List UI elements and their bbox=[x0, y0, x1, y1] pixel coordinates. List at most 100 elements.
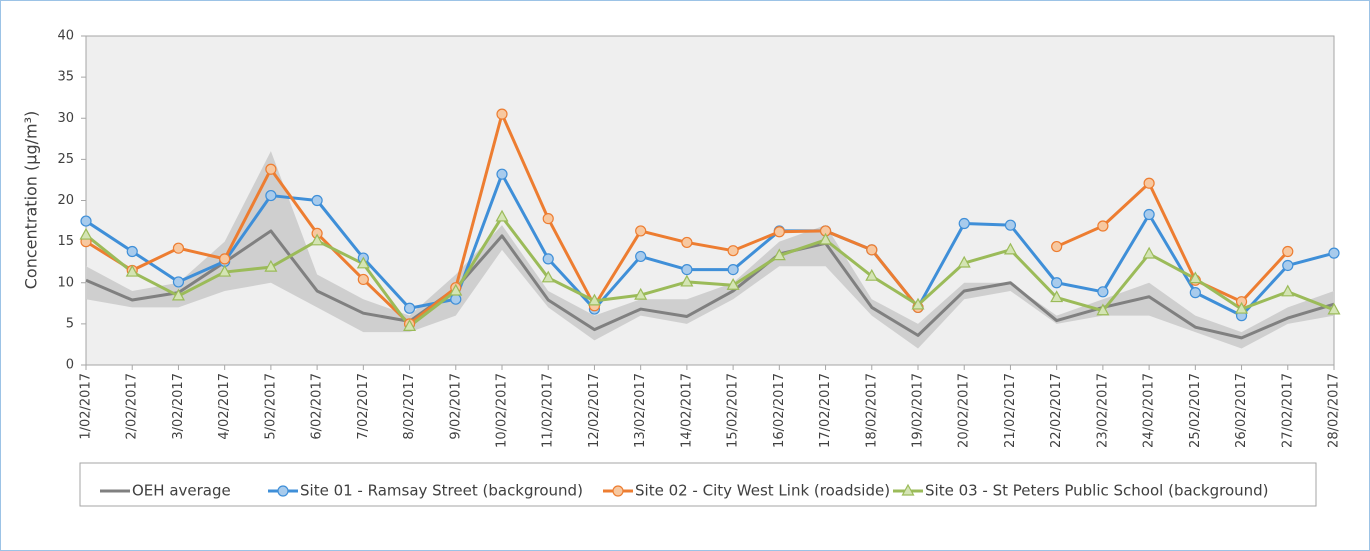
y-tick-label: 0 bbox=[66, 358, 74, 373]
data-point bbox=[680, 274, 694, 287]
x-tick-label: 28/02/2017 bbox=[1327, 373, 1342, 448]
data-point bbox=[866, 244, 878, 256]
data-point bbox=[1188, 271, 1202, 284]
data-point bbox=[495, 209, 509, 222]
data-point bbox=[218, 264, 232, 277]
data-point bbox=[1142, 246, 1156, 259]
x-tick-label: 1/02/2017 bbox=[79, 373, 94, 440]
x-tick-label: 11/02/2017 bbox=[541, 373, 556, 448]
x-tick-label: 21/02/2017 bbox=[1003, 373, 1018, 448]
x-tick-label: 9/02/2017 bbox=[448, 373, 463, 440]
x-tick-label: 8/02/2017 bbox=[402, 373, 417, 440]
range-band bbox=[86, 151, 1334, 349]
data-point bbox=[126, 245, 138, 258]
data-point bbox=[1097, 286, 1109, 298]
data-point bbox=[541, 270, 555, 283]
y-tick-label: 15 bbox=[57, 234, 74, 249]
legend-label: Site 02 - City West Link (roadside) bbox=[635, 482, 890, 500]
data-point bbox=[357, 273, 369, 286]
x-tick-label: 16/02/2017 bbox=[772, 373, 787, 448]
x-tick-label: 20/02/2017 bbox=[957, 373, 972, 448]
y-tick-label: 35 bbox=[57, 70, 74, 85]
data-point bbox=[311, 194, 323, 207]
series-line bbox=[85, 172, 1335, 318]
data-point bbox=[1281, 284, 1295, 297]
y-tick-label: 40 bbox=[57, 29, 74, 44]
data-point bbox=[634, 287, 648, 300]
data-point bbox=[1143, 177, 1155, 189]
x-tick-label: 14/02/2017 bbox=[679, 373, 694, 448]
data-point bbox=[1096, 303, 1110, 316]
x-tick-label: 17/02/2017 bbox=[818, 373, 833, 448]
data-point bbox=[1143, 208, 1155, 221]
x-tick-label: 10/02/2017 bbox=[495, 373, 510, 448]
data-point bbox=[265, 189, 277, 202]
data-point bbox=[172, 276, 185, 288]
data-point bbox=[587, 293, 601, 306]
x-tick-label: 23/02/2017 bbox=[1095, 373, 1110, 448]
y-tick-label: 10 bbox=[57, 275, 74, 290]
data-point bbox=[911, 297, 925, 310]
legend-marker bbox=[277, 485, 289, 497]
x-tick-label: 6/02/2017 bbox=[310, 373, 325, 440]
data-point bbox=[449, 283, 463, 296]
data-point bbox=[727, 245, 739, 257]
data-point bbox=[450, 293, 462, 305]
x-tick-label: 5/02/2017 bbox=[263, 373, 278, 440]
y-tick-label: 20 bbox=[57, 193, 74, 208]
legend-label: Site 01 - Ramsay Street (background) bbox=[300, 482, 583, 500]
y-tick-label: 25 bbox=[57, 152, 74, 167]
data-point bbox=[403, 319, 417, 331]
data-point bbox=[1328, 247, 1340, 259]
data-point bbox=[726, 277, 740, 290]
x-tick-label: 19/02/2017 bbox=[911, 373, 926, 448]
data-point bbox=[542, 253, 554, 265]
x-tick-label: 22/02/2017 bbox=[1049, 373, 1064, 448]
data-point bbox=[1051, 277, 1063, 289]
data-point bbox=[727, 263, 739, 276]
x-tick-label: 27/02/2017 bbox=[1280, 373, 1295, 448]
x-tick-label: 18/02/2017 bbox=[864, 373, 879, 448]
data-point bbox=[79, 227, 93, 240]
data-point bbox=[865, 268, 879, 281]
series-line bbox=[85, 229, 1335, 340]
data-point bbox=[80, 215, 92, 227]
data-point bbox=[635, 225, 647, 237]
data-point bbox=[542, 212, 554, 225]
x-tick-label: 4/02/2017 bbox=[217, 373, 232, 440]
y-tick-label: 30 bbox=[57, 111, 74, 126]
legend-marker bbox=[901, 483, 915, 496]
series-line bbox=[85, 215, 1335, 328]
legend-label: Site 03 - St Peters Public School (backg… bbox=[925, 482, 1269, 500]
data-point bbox=[1282, 259, 1294, 272]
data-point bbox=[773, 226, 785, 238]
data-point bbox=[681, 263, 693, 276]
data-point bbox=[496, 108, 508, 120]
data-point bbox=[1097, 220, 1109, 232]
data-point bbox=[310, 233, 324, 246]
y-tick-label: 5 bbox=[66, 316, 74, 331]
x-tick-label: 26/02/2017 bbox=[1234, 373, 1249, 448]
data-point bbox=[681, 236, 693, 249]
x-tick-label: 2/02/2017 bbox=[125, 373, 140, 440]
x-tick-label: 13/02/2017 bbox=[633, 373, 648, 448]
data-point bbox=[957, 255, 971, 268]
data-point bbox=[219, 253, 231, 265]
data-point bbox=[1003, 242, 1017, 255]
data-point bbox=[1050, 290, 1064, 303]
data-point bbox=[772, 248, 786, 261]
data-point bbox=[635, 250, 647, 263]
data-point bbox=[1051, 240, 1063, 253]
data-point bbox=[496, 168, 508, 180]
data-point bbox=[356, 256, 370, 269]
data-point bbox=[1189, 287, 1201, 299]
data-point bbox=[958, 217, 970, 230]
data-point bbox=[819, 232, 833, 245]
legend-marker bbox=[612, 485, 624, 497]
legend bbox=[79, 462, 1317, 507]
x-tick-label: 3/02/2017 bbox=[171, 373, 186, 440]
data-point bbox=[1282, 245, 1294, 258]
legend-label: OEH average bbox=[132, 482, 231, 500]
x-tick-label: 7/02/2017 bbox=[356, 373, 371, 440]
